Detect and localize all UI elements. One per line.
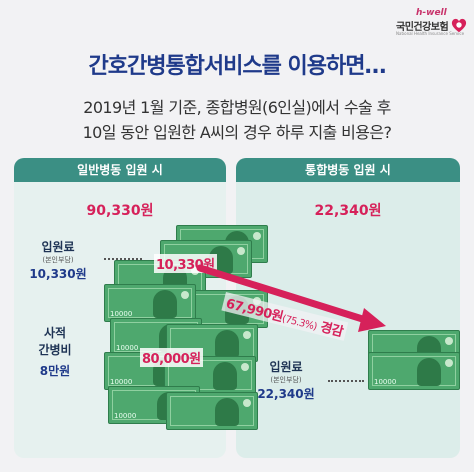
carer-label-1: 사적: [43, 326, 67, 340]
integrated-fee-label-group: 입원료 (본인부담) 22,340원: [248, 358, 324, 402]
subtitle-line-1: 2019년 1월 기준, 종합병원(6인실)에서 수술 후: [83, 98, 391, 117]
page-title: 간호간병통합서비스를 이용하면…: [88, 54, 386, 79]
integrated-fee-amount: 22,340원: [257, 387, 315, 401]
banknote-value: 10000: [114, 412, 137, 420]
carer-amount: 8만원: [39, 364, 71, 378]
carer-label-2: 간병비: [38, 343, 72, 357]
general-ward-header: 일반병동 입원 시: [14, 158, 226, 182]
general-fee-dots: [104, 258, 142, 260]
general-fee-note: (본인부담): [42, 256, 74, 264]
banknote-value: 10000: [116, 344, 139, 352]
carer-label-group: 사적 간병비 8만원: [22, 324, 88, 379]
general-ward-total: 90,330원: [86, 203, 154, 219]
brand-logo: h-well 국민건강보험 National Health Insurance …: [394, 8, 468, 40]
banknote: 10000: [368, 352, 460, 390]
carer-highlight: 80,000원: [140, 348, 203, 367]
integrated-fee-note: (본인부담): [270, 376, 302, 384]
banknote-value: 10000: [110, 378, 133, 386]
banknote-value: 10000: [374, 378, 397, 386]
banknote: [166, 392, 258, 430]
general-fee-label-group: 입원료 (본인부담) 10,330원: [18, 238, 98, 282]
integrated-fee-dots: [328, 380, 364, 382]
general-fee-amount: 10,330원: [29, 267, 87, 281]
general-fee-label: 입원료: [41, 240, 75, 254]
banknote-value: 10000: [110, 310, 133, 318]
banknote: 10000: [104, 284, 196, 322]
integrated-ward-total: 22,340원: [314, 203, 382, 219]
subtitle-line-2: 10일 동안 입원한 A씨의 경우 하루 지출 비용은?: [82, 123, 392, 142]
brand-sub: National Health Insurance Service: [396, 31, 465, 36]
heart-icon: [451, 18, 467, 33]
general-fee-highlight: 10,330원: [154, 254, 217, 273]
integrated-fee-label: 입원료: [269, 360, 303, 374]
integrated-ward-header: 통합병동 입원 시: [236, 158, 460, 182]
brand-name: 국민건강보험: [396, 22, 449, 33]
brand-hwell: h-well: [416, 8, 447, 18]
